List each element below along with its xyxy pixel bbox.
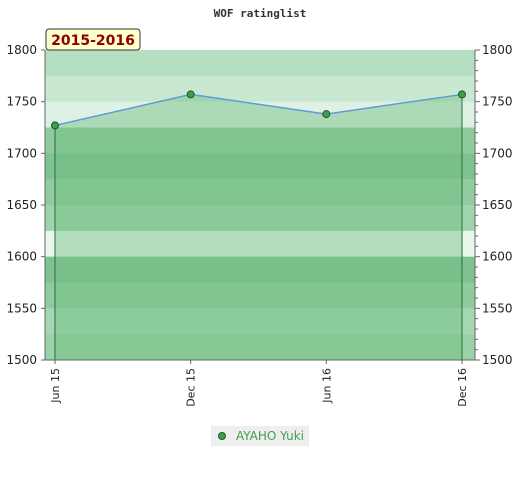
x-tick-label: Dec 15: [185, 368, 198, 407]
y-tick-label: 1750: [482, 95, 513, 109]
data-point: [458, 90, 466, 99]
y-tick-label: 1800: [6, 43, 37, 57]
y-tick-label: 1800: [482, 43, 513, 57]
background-band: [45, 179, 475, 206]
y-axis-left: 1500 1550 1600 1650 1700 1750 1800: [6, 43, 45, 367]
legend-entry-label[interactable]: AYAHO Yuki: [236, 429, 304, 443]
background-band: [45, 127, 475, 154]
background-band: [45, 334, 475, 361]
y-tick-label: 1550: [482, 301, 513, 315]
x-tick-label: Dec 16: [456, 368, 469, 407]
background-band: [45, 205, 475, 232]
data-point: [322, 110, 331, 119]
rating-area: [55, 94, 462, 360]
legend-box: [211, 426, 309, 446]
background-band: [45, 75, 475, 103]
y-tick-label: 1600: [6, 250, 37, 264]
x-axis: Jun 15 Dec 15 Jun 16 Dec 16: [49, 360, 469, 407]
background-band: [45, 282, 475, 309]
y-tick-label: 1650: [482, 198, 513, 212]
y-axis-right: 1500 1550 1600 1650 1700 1750 1800: [475, 43, 513, 367]
background-band: [45, 308, 475, 335]
background-band: [45, 153, 475, 180]
y-tick-label: 1700: [6, 146, 37, 160]
rating-area-fill: [55, 94, 462, 360]
y-tick-label: 1700: [482, 146, 513, 160]
period-badge: 2015-2016: [45, 28, 141, 51]
x-tick-label: Jun 16: [320, 368, 333, 404]
background-band: [45, 230, 475, 258]
background-band: [45, 101, 475, 128]
legend[interactable]: AYAHO Yuki: [211, 426, 309, 446]
chart-title: WOF ratinglist: [214, 7, 307, 20]
background-bands: [45, 50, 475, 361]
series-line: [54, 93, 463, 127]
period-badge-label: 2015-2016: [51, 33, 135, 49]
data-point: [186, 90, 195, 99]
period-badge-box: [45, 28, 141, 51]
y-tick-label: 1750: [6, 95, 37, 109]
vertical-drop-lines: [54, 94, 463, 360]
data-points: [51, 90, 466, 130]
x-tick-label: Jun 15: [49, 368, 62, 404]
rating-line: [54, 93, 463, 127]
y-tick-label: 1500: [6, 353, 37, 367]
data-point: [51, 121, 59, 130]
y-tick-label: 1550: [6, 301, 37, 315]
background-band: [45, 50, 475, 77]
background-band: [45, 256, 475, 283]
y-tick-label: 1500: [482, 353, 513, 367]
y-tick-label: 1650: [6, 198, 37, 212]
legend-marker-icon: [218, 432, 226, 440]
y-tick-label: 1600: [482, 250, 513, 264]
